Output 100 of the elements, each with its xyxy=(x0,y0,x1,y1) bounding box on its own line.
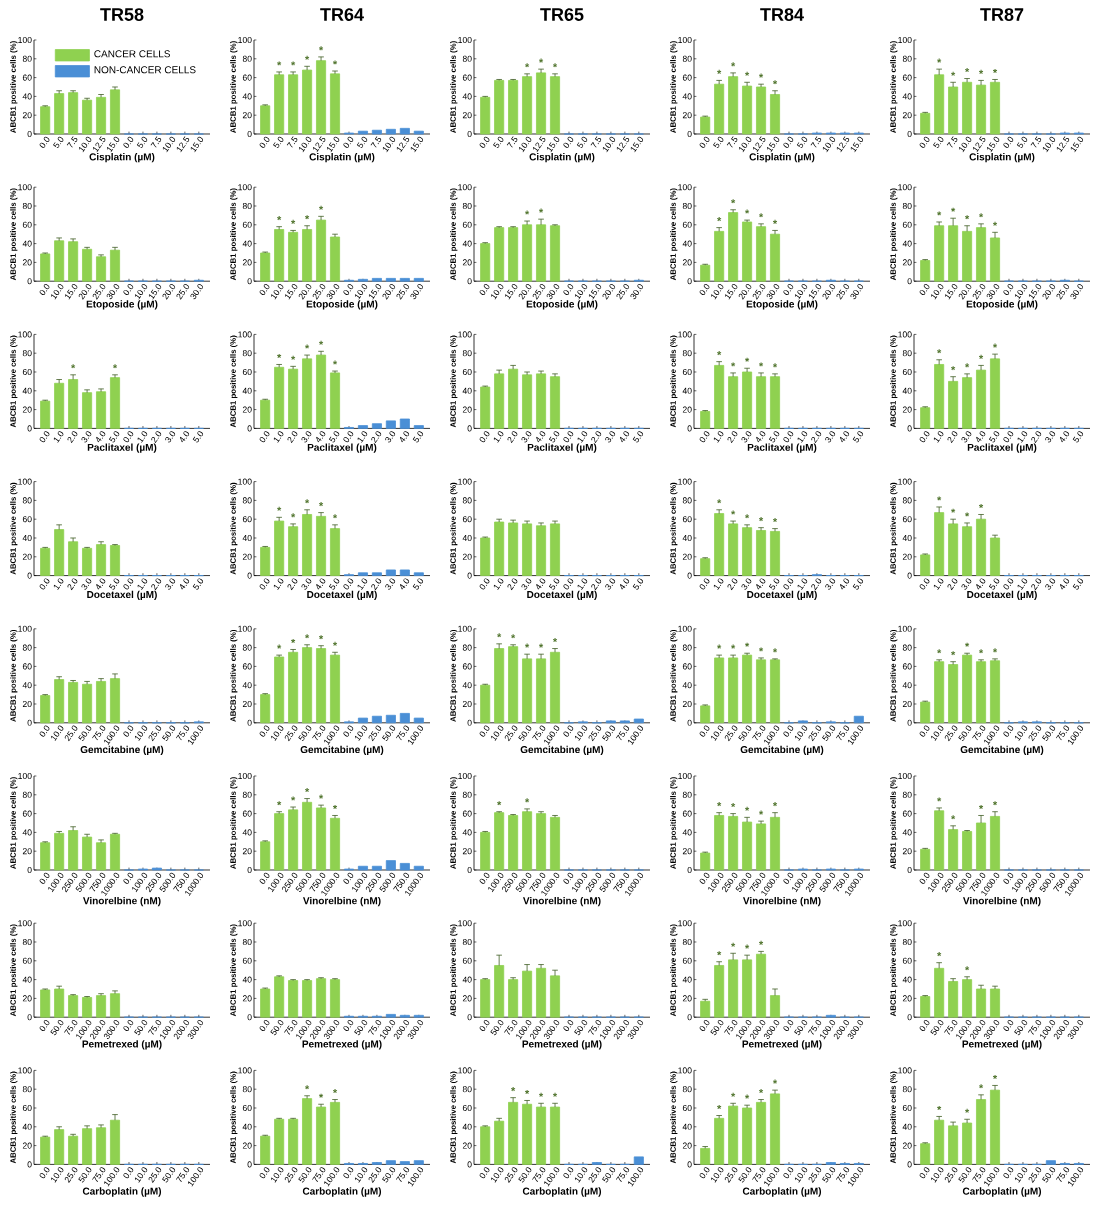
bar xyxy=(480,1126,491,1165)
bar xyxy=(385,714,396,724)
bar xyxy=(68,241,79,282)
bar xyxy=(330,236,341,282)
bar xyxy=(413,717,424,724)
bar xyxy=(40,400,51,429)
bar xyxy=(68,830,79,871)
bar xyxy=(934,74,945,135)
bar xyxy=(550,376,561,429)
bar xyxy=(700,116,711,135)
bar xyxy=(508,227,519,282)
bar xyxy=(330,654,341,724)
bar xyxy=(550,816,561,871)
bar xyxy=(96,544,107,576)
bar xyxy=(316,648,327,724)
bar xyxy=(288,231,299,282)
bar xyxy=(756,659,767,724)
bar xyxy=(385,569,396,576)
bar xyxy=(700,852,711,871)
bar xyxy=(948,523,959,576)
bar xyxy=(110,89,121,135)
bar xyxy=(962,1122,973,1165)
bar xyxy=(920,701,931,724)
bar xyxy=(494,965,505,1018)
bar xyxy=(700,558,711,576)
bar xyxy=(976,227,987,282)
bar xyxy=(302,647,313,724)
bar xyxy=(110,249,121,282)
bar xyxy=(96,1127,107,1165)
bar xyxy=(770,94,781,135)
bar xyxy=(714,965,725,1018)
bar xyxy=(522,1103,533,1165)
bar xyxy=(68,681,79,724)
bar xyxy=(330,528,341,576)
bar xyxy=(700,1000,711,1018)
bar xyxy=(480,96,491,135)
bar xyxy=(330,372,341,429)
bar xyxy=(110,545,121,576)
bar xyxy=(714,657,725,724)
bar xyxy=(288,526,299,576)
bar xyxy=(976,661,987,724)
bar xyxy=(302,1098,313,1165)
bar xyxy=(494,1120,505,1165)
bar xyxy=(700,264,711,282)
bar xyxy=(536,1106,547,1165)
bar xyxy=(40,1136,51,1165)
bar xyxy=(962,979,973,1018)
bar xyxy=(990,988,1001,1018)
bar xyxy=(522,224,533,282)
bar xyxy=(288,980,299,1018)
bar xyxy=(82,683,93,724)
bar xyxy=(316,807,327,871)
bar xyxy=(316,1106,327,1165)
bar xyxy=(110,377,121,429)
bar xyxy=(700,705,711,724)
bar xyxy=(920,1143,931,1165)
bar xyxy=(302,358,313,429)
bar xyxy=(508,979,519,1018)
bar xyxy=(316,354,327,429)
bar xyxy=(728,657,739,724)
bar xyxy=(742,221,753,282)
bar xyxy=(54,832,65,871)
bar xyxy=(316,219,327,282)
bar xyxy=(742,821,753,871)
bar xyxy=(260,546,271,576)
bar xyxy=(40,695,51,724)
bar xyxy=(728,212,739,282)
bar xyxy=(550,975,561,1018)
bar xyxy=(948,1125,959,1165)
bar xyxy=(962,230,973,282)
bar xyxy=(82,392,93,429)
bar xyxy=(976,518,987,576)
bar xyxy=(522,970,533,1018)
bar xyxy=(920,112,931,135)
bar xyxy=(976,1099,987,1165)
bar xyxy=(110,1119,121,1165)
bar xyxy=(770,531,781,576)
bar xyxy=(756,823,767,871)
bar xyxy=(82,1128,93,1165)
bar xyxy=(934,967,945,1018)
bar xyxy=(110,833,121,871)
bar xyxy=(770,376,781,429)
bar xyxy=(976,84,987,135)
bar xyxy=(40,253,51,282)
bar xyxy=(302,801,313,871)
bar xyxy=(302,980,313,1018)
bar xyxy=(54,93,65,135)
bar xyxy=(288,1118,299,1165)
bar xyxy=(480,243,491,282)
bar xyxy=(714,1117,725,1165)
bar xyxy=(990,660,1001,724)
bar xyxy=(96,842,107,871)
bar xyxy=(920,848,931,871)
bar xyxy=(714,513,725,576)
chart-title: TR58 xyxy=(100,8,144,21)
bar xyxy=(330,817,341,871)
bar xyxy=(948,664,959,724)
bar xyxy=(274,366,285,429)
bar xyxy=(385,860,396,871)
bar xyxy=(96,681,107,724)
